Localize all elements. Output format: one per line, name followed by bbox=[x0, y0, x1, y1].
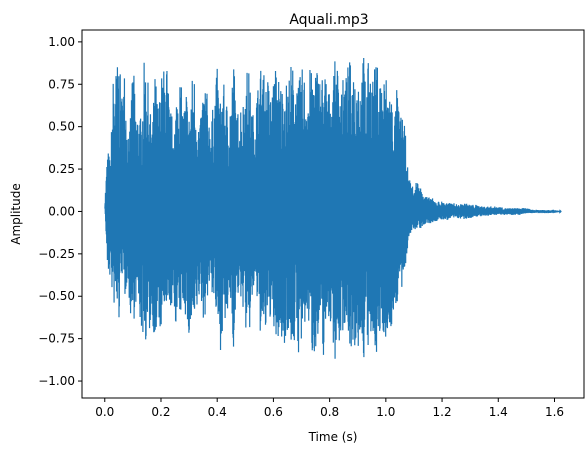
y-tick-label: 0.25 bbox=[48, 162, 75, 176]
waveform-series-line bbox=[104, 57, 562, 359]
plot-frame bbox=[81, 29, 585, 399]
y-axis-label: Amplitude bbox=[9, 183, 23, 245]
y-tick-label: 0.00 bbox=[48, 204, 75, 218]
x-axis-label: Time (s) bbox=[308, 430, 358, 444]
x-tick-label: 0.0 bbox=[95, 405, 114, 419]
y-tick-label: −0.25 bbox=[38, 247, 75, 261]
y-axis-ticks: 1.00 0.75 0.50 0.25 0.00 −0.25 −0.50 −0.75 −1.00 bbox=[38, 35, 82, 388]
y-tick-label: −0.50 bbox=[38, 289, 75, 303]
x-tick-label: 0.6 bbox=[264, 405, 283, 419]
y-tick-label: 0.75 bbox=[48, 77, 75, 91]
y-tick-label: 1.00 bbox=[48, 35, 75, 49]
x-tick-label: 0.8 bbox=[320, 405, 339, 419]
y-tick-label: −1.00 bbox=[38, 374, 75, 388]
y-tick-label: 0.50 bbox=[48, 120, 75, 134]
x-tick-label: 1.6 bbox=[545, 405, 564, 419]
x-axis-ticks: 0.0 0.2 0.4 0.6 0.8 1.0 1.2 1.4 1.6 bbox=[95, 398, 564, 419]
y-tick-label: −0.75 bbox=[38, 332, 75, 346]
x-tick-label: 1.4 bbox=[489, 405, 508, 419]
x-tick-label: 0.2 bbox=[151, 405, 170, 419]
x-tick-label: 1.0 bbox=[376, 405, 395, 419]
x-tick-label: 0.4 bbox=[208, 405, 227, 419]
plot-area bbox=[104, 57, 562, 359]
chart-title: Aquali.mp3 bbox=[289, 12, 368, 28]
x-tick-label: 1.2 bbox=[433, 405, 452, 419]
